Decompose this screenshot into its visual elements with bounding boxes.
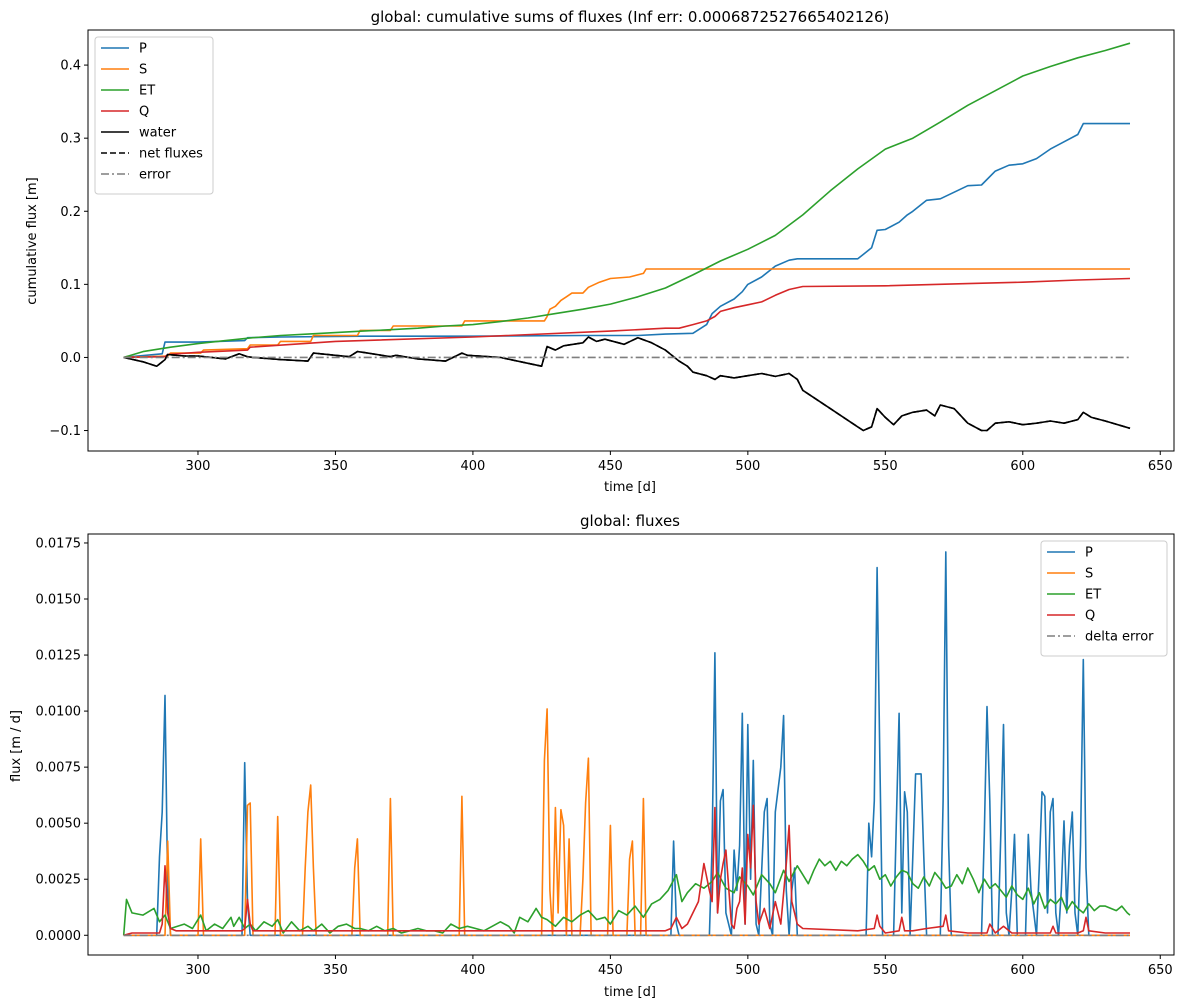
series-line xyxy=(123,708,1130,937)
y-tick-label: 0.0000 xyxy=(36,929,82,944)
series-line xyxy=(123,122,1130,359)
series-lines xyxy=(123,42,1131,432)
flux-chart: global: fluxes 300 350 400 450 500 550 600 650 0… xyxy=(9,512,1175,1000)
x-tick-label: 550 xyxy=(873,963,898,978)
y-tick-label: 0.2 xyxy=(60,205,81,220)
x-tick-label: 300 xyxy=(186,459,211,474)
y-tick-label: 0.0 xyxy=(60,351,81,366)
y-tick-label: −0.1 xyxy=(49,424,81,439)
series-line xyxy=(123,804,1130,937)
y-axis-label: cumulative flux [m] xyxy=(25,177,40,304)
legend-label: ET xyxy=(139,84,155,99)
x-tick-label: 350 xyxy=(323,459,348,474)
x-tick-label: 350 xyxy=(323,963,348,978)
y-tick-label: 0.0100 xyxy=(36,705,82,720)
y-tick-label: 0.1 xyxy=(60,278,81,293)
x-tick-label: 600 xyxy=(1010,963,1035,978)
cumulative-flux-chart: global: cumulative sums of fluxes (Inf e… xyxy=(25,8,1175,495)
series-line xyxy=(123,42,1131,359)
y-tick-label: 0.0150 xyxy=(36,593,82,608)
x-tick-label: 400 xyxy=(460,459,485,474)
legend-label: P xyxy=(139,42,147,57)
x-axis-label: time [d] xyxy=(604,985,656,1000)
x-axis-label: time [d] xyxy=(604,480,656,495)
legend-label: delta error xyxy=(1085,630,1154,645)
y-tick-label: 0.0125 xyxy=(36,649,82,664)
legend-label: S xyxy=(1085,567,1093,582)
y-tick-label: 0.0050 xyxy=(36,817,82,832)
x-tick-label: 450 xyxy=(598,459,623,474)
legend-label: Q xyxy=(139,105,149,120)
legend-label: ET xyxy=(1085,588,1101,603)
x-tick-label: 500 xyxy=(735,459,760,474)
y-axis-label: flux [m / d] xyxy=(9,710,24,782)
x-tick-label: 600 xyxy=(1010,459,1035,474)
legend-box xyxy=(94,36,214,195)
plot-frame xyxy=(87,533,1175,956)
x-tick-label: 500 xyxy=(735,963,760,978)
y-tick-label: 0.0025 xyxy=(36,873,82,888)
legend-label: S xyxy=(139,63,147,78)
plot-frame xyxy=(87,29,1175,452)
legend-label: water xyxy=(139,126,177,141)
axes: 300 350 400 450 500 550 600 650 0.0000 0.0025 0.00… xyxy=(36,533,1175,978)
legend-label: error xyxy=(139,168,171,183)
series-lines xyxy=(122,551,1131,937)
y-tick-label: 0.0075 xyxy=(36,761,82,776)
y-tick-label: 0.0175 xyxy=(36,536,82,551)
series-line xyxy=(123,268,1130,359)
axes: 300 350 400 450 500 550 600 650 −0.1 0.0 0.1 0.2 0.3… xyxy=(49,29,1175,474)
legend-label: Q xyxy=(1085,609,1095,624)
chart-title: global: cumulative sums of fluxes (Inf e… xyxy=(371,8,890,26)
legend-label: net fluxes xyxy=(139,147,203,162)
x-tick-label: 650 xyxy=(1148,963,1173,978)
legend-box xyxy=(1040,540,1168,657)
chart-title: global: fluxes xyxy=(580,512,680,530)
series-line xyxy=(123,277,1131,359)
y-tick-label: 0.4 xyxy=(60,59,81,74)
series-line xyxy=(123,336,1131,432)
x-tick-label: 550 xyxy=(873,459,898,474)
x-tick-label: 300 xyxy=(186,963,211,978)
x-tick-label: 650 xyxy=(1148,459,1173,474)
x-tick-label: 400 xyxy=(460,963,485,978)
y-tick-label: 0.3 xyxy=(60,132,81,147)
x-tick-label: 450 xyxy=(598,963,623,978)
legend-label: P xyxy=(1085,546,1093,561)
